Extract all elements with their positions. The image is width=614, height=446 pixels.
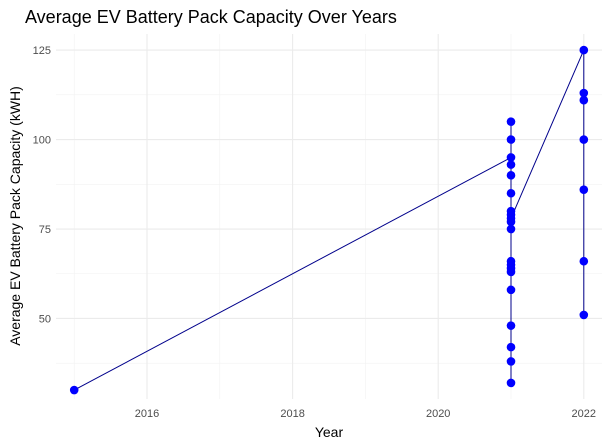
- x-axis-title: Year: [315, 424, 344, 440]
- data-point: [506, 153, 516, 162]
- data-point: [506, 135, 516, 144]
- data-point: [506, 342, 516, 352]
- data-point: [579, 95, 589, 105]
- y-tick-label: 75: [39, 224, 51, 236]
- data-point: [506, 285, 516, 295]
- data-point: [506, 267, 516, 277]
- data-point: [506, 321, 516, 330]
- data-point: [579, 256, 589, 266]
- series-points: [69, 45, 589, 395]
- y-axis-title: Average EV Battery Pack Capacity (kWH): [7, 86, 23, 346]
- x-tick-label: 2018: [280, 408, 304, 420]
- data-point: [579, 310, 589, 320]
- x-tick-label: 2022: [572, 408, 596, 420]
- x-tick-label: 2020: [426, 408, 450, 420]
- data-point: [579, 45, 589, 55]
- data-point: [506, 378, 516, 388]
- data-point: [506, 160, 516, 169]
- y-tick-label: 125: [33, 45, 51, 57]
- data-point: [506, 117, 516, 126]
- data-point: [579, 135, 589, 144]
- chart-title: Average EV Battery Pack Capacity Over Ye…: [25, 7, 397, 27]
- data-point: [506, 171, 516, 180]
- tick-labels: 2016 2018 2020 2022 50 75 100 125: [33, 45, 596, 420]
- data-point: [579, 88, 589, 98]
- data-point: [506, 213, 516, 223]
- data-point: [579, 185, 589, 194]
- data-point: [506, 188, 516, 198]
- y-tick-label: 100: [33, 135, 51, 147]
- data-point: [69, 385, 79, 395]
- data-point: [506, 224, 516, 234]
- y-tick-label: 50: [39, 313, 51, 325]
- data-point: [506, 357, 516, 366]
- x-tick-label: 2016: [135, 408, 159, 420]
- data-point: [506, 256, 516, 266]
